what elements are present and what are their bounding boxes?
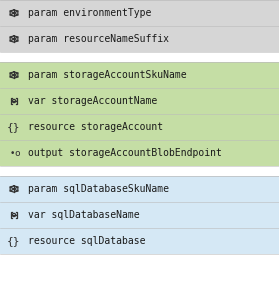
Bar (0, 166, 279, 176)
Text: resource sqlDatabase: resource sqlDatabase (28, 236, 146, 246)
Bar (0, 62, 279, 88)
Text: param sqlDatabaseSkuName: param sqlDatabaseSkuName (28, 184, 169, 194)
Text: {}: {} (7, 122, 21, 132)
Text: o: o (14, 148, 20, 157)
Text: param resourceNameSuffix: param resourceNameSuffix (28, 34, 169, 44)
Bar (0, 0, 279, 26)
Text: output storageAccountBlobEndpoint: output storageAccountBlobEndpoint (28, 148, 222, 158)
Text: var sqlDatabaseName: var sqlDatabaseName (28, 210, 140, 220)
Bar (0, 88, 279, 114)
Bar (0, 52, 279, 62)
Bar (0, 26, 279, 52)
Text: param environmentType: param environmentType (28, 8, 151, 18)
Bar (0, 176, 279, 202)
Text: {}: {} (7, 236, 21, 246)
Text: •: • (9, 148, 15, 157)
Text: param storageAccountSkuName: param storageAccountSkuName (28, 70, 187, 80)
Text: var storageAccountName: var storageAccountName (28, 96, 157, 106)
Bar (0, 140, 279, 166)
Bar (0, 202, 279, 228)
Text: resource storageAccount: resource storageAccount (28, 122, 163, 132)
Bar (0, 114, 279, 140)
Bar (0, 228, 279, 254)
